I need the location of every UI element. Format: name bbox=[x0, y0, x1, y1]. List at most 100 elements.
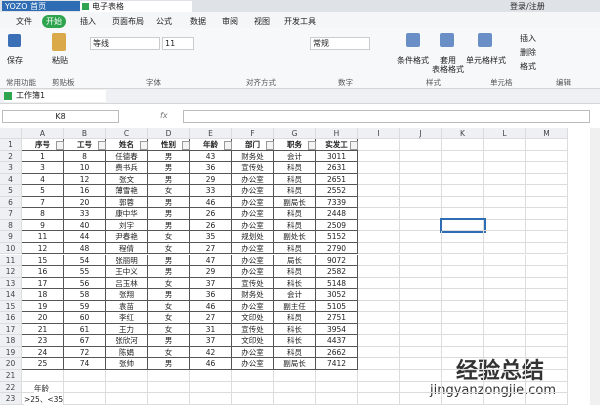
empty-cell[interactable] bbox=[484, 289, 526, 301]
cell[interactable]: 7412 bbox=[316, 358, 358, 370]
cell[interactable]: 会计 bbox=[274, 150, 316, 163]
font-size-box[interactable]: 11 bbox=[162, 37, 194, 50]
empty-cell[interactable] bbox=[274, 393, 316, 405]
menu-item[interactable]: 审阅 bbox=[222, 17, 238, 26]
cell[interactable]: 女 bbox=[148, 346, 190, 359]
cell[interactable]: 23 bbox=[22, 335, 64, 347]
empty-cell[interactable] bbox=[358, 358, 400, 370]
cell[interactable]: 宣传处 bbox=[232, 323, 274, 336]
cell[interactable]: 4437 bbox=[316, 335, 358, 347]
cell[interactable]: 副处长 bbox=[274, 231, 316, 243]
empty-cell[interactable] bbox=[190, 381, 232, 394]
empty-cell[interactable] bbox=[358, 231, 400, 243]
cell[interactable]: 女 bbox=[148, 231, 190, 243]
cell[interactable]: 9072 bbox=[316, 254, 358, 267]
empty-cell[interactable] bbox=[442, 150, 484, 163]
empty-cell[interactable] bbox=[526, 266, 568, 278]
empty-cell[interactable] bbox=[526, 381, 568, 394]
menu-item[interactable]: 页面布局 bbox=[112, 17, 144, 26]
cell[interactable]: 5148 bbox=[316, 277, 358, 290]
cell[interactable]: 27 bbox=[190, 312, 232, 324]
delete-button[interactable]: 删除 bbox=[520, 48, 536, 57]
empty-cell[interactable] bbox=[484, 185, 526, 197]
cell[interactable]: 3954 bbox=[316, 323, 358, 336]
empty-cell[interactable] bbox=[526, 196, 568, 209]
empty-cell[interactable] bbox=[442, 185, 484, 197]
empty-cell[interactable] bbox=[484, 196, 526, 209]
cell[interactable]: 男 bbox=[148, 358, 190, 370]
menu-item[interactable]: 文件 bbox=[16, 17, 32, 26]
empty-cell[interactable] bbox=[442, 254, 484, 267]
cell[interactable]: 12 bbox=[22, 242, 64, 255]
cell[interactable]: 女 bbox=[148, 242, 190, 255]
filter-button[interactable] bbox=[98, 141, 106, 150]
filter-button[interactable] bbox=[56, 141, 64, 150]
formula-input[interactable] bbox=[183, 110, 590, 123]
cell[interactable]: 2448 bbox=[316, 208, 358, 220]
empty-cell[interactable] bbox=[484, 150, 526, 163]
empty-cell[interactable] bbox=[440, 217, 486, 234]
empty-cell[interactable] bbox=[274, 370, 316, 382]
empty-cell[interactable] bbox=[484, 231, 526, 243]
cell[interactable]: 副主任 bbox=[274, 300, 316, 313]
empty-cell[interactable] bbox=[442, 381, 484, 394]
cell[interactable]: 办公室 bbox=[232, 254, 274, 267]
empty-cell[interactable] bbox=[400, 312, 442, 324]
cell[interactable]: 费书兵 bbox=[106, 162, 148, 174]
empty-cell[interactable] bbox=[442, 162, 484, 174]
empty-cell[interactable] bbox=[400, 370, 442, 382]
empty-cell[interactable] bbox=[358, 289, 400, 301]
cell[interactable]: 3052 bbox=[316, 289, 358, 301]
empty-cell[interactable] bbox=[442, 266, 484, 278]
cell[interactable]: 科员 bbox=[274, 242, 316, 255]
cell[interactable]: 8 bbox=[22, 208, 64, 220]
cell[interactable]: 12 bbox=[64, 173, 106, 186]
empty-cell[interactable] bbox=[232, 370, 274, 382]
empty-cell[interactable] bbox=[526, 358, 568, 370]
empty-cell[interactable] bbox=[526, 231, 568, 243]
paste-icon[interactable] bbox=[52, 33, 66, 51]
empty-cell[interactable] bbox=[358, 196, 400, 209]
insert-button[interactable]: 插入 bbox=[520, 34, 536, 43]
empty-cell[interactable] bbox=[442, 231, 484, 243]
empty-cell[interactable] bbox=[442, 335, 484, 347]
cell[interactable]: 20 bbox=[22, 312, 64, 324]
empty-cell[interactable] bbox=[442, 289, 484, 301]
empty-cell[interactable] bbox=[64, 393, 106, 405]
empty-cell[interactable] bbox=[526, 346, 568, 359]
empty-cell[interactable] bbox=[358, 393, 400, 405]
cell[interactable]: 4 bbox=[22, 173, 64, 186]
cell[interactable]: 54 bbox=[64, 254, 106, 267]
cell[interactable]: 42 bbox=[190, 346, 232, 359]
cell[interactable]: 女 bbox=[148, 312, 190, 324]
cell[interactable]: 办公室 bbox=[232, 346, 274, 359]
cell[interactable]: 男 bbox=[148, 208, 190, 220]
cell[interactable]: 财务处 bbox=[232, 289, 274, 301]
empty-cell[interactable] bbox=[484, 335, 526, 347]
cell[interactable]: 会计 bbox=[274, 289, 316, 301]
empty-cell[interactable] bbox=[148, 393, 190, 405]
cell[interactable]: 55 bbox=[64, 266, 106, 278]
empty-cell[interactable] bbox=[358, 242, 400, 255]
empty-cell[interactable] bbox=[400, 323, 442, 336]
cell[interactable]: 男 bbox=[148, 254, 190, 267]
empty-cell[interactable] bbox=[526, 323, 568, 336]
cell[interactable]: 男 bbox=[148, 219, 190, 232]
filter-button[interactable] bbox=[308, 141, 316, 150]
empty-cell[interactable] bbox=[484, 323, 526, 336]
empty-cell[interactable] bbox=[442, 277, 484, 290]
empty-cell[interactable] bbox=[316, 393, 358, 405]
menu-item[interactable]: 公式 bbox=[156, 17, 172, 26]
cell[interactable]: 科员 bbox=[274, 162, 316, 174]
menu-item[interactable]: 视图 bbox=[254, 17, 270, 26]
empty-cell[interactable] bbox=[484, 219, 526, 232]
empty-cell[interactable] bbox=[442, 300, 484, 313]
empty-cell[interactable] bbox=[400, 173, 442, 186]
cell[interactable]: 5152 bbox=[316, 231, 358, 243]
empty-cell[interactable] bbox=[316, 381, 358, 394]
cell[interactable]: 43 bbox=[190, 150, 232, 163]
cell[interactable]: 29 bbox=[190, 173, 232, 186]
cond-icon[interactable] bbox=[406, 33, 420, 47]
empty-cell[interactable] bbox=[484, 139, 526, 151]
cell[interactable]: 办公室 bbox=[232, 196, 274, 209]
